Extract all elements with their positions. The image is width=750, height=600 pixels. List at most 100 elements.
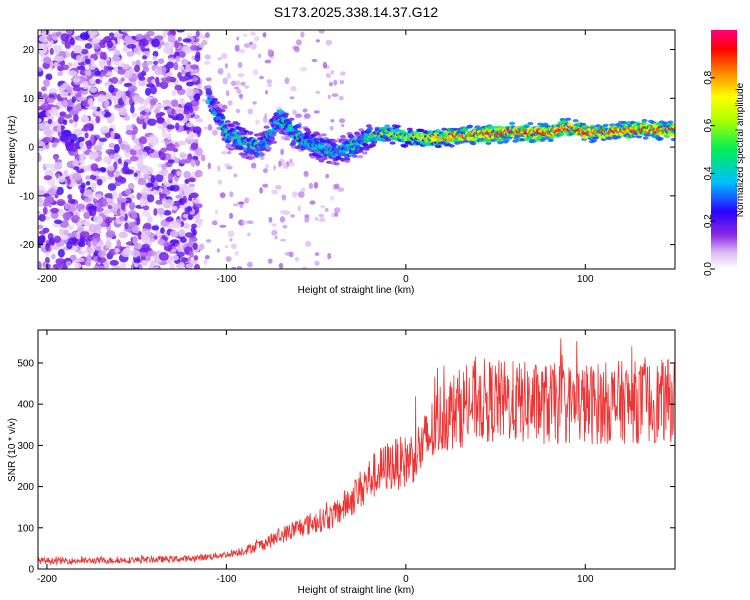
heatmap-cell [45, 242, 50, 252]
colorbar-tick-label: 0.4 [703, 166, 714, 180]
x-tick-label: 100 [577, 574, 594, 585]
heatmap-cell [120, 30, 131, 33]
heatmap-cell [101, 197, 107, 203]
heatmap-cell [181, 58, 189, 65]
heatmap-cell [201, 34, 207, 40]
heatmap-cell [95, 115, 101, 124]
heatmap-cell [237, 201, 245, 205]
heatmap-cell [183, 109, 190, 115]
heatmap-cell [147, 250, 157, 257]
heatmap-cell [42, 206, 48, 215]
heatmap-cell [229, 212, 234, 219]
heatmap-cell [671, 128, 675, 132]
heatmap-cell [305, 240, 312, 247]
heatmap-cell [367, 126, 373, 131]
heatmap-cell [148, 264, 154, 269]
heatmap-cell [145, 87, 151, 96]
heatmap-cell [109, 259, 119, 266]
heatmap-cell [183, 222, 191, 230]
heatmap-cell [156, 207, 165, 215]
heatmap-cell [53, 61, 59, 68]
heatmap-cell [88, 155, 95, 160]
heatmap-cell [206, 239, 212, 243]
heatmap-cell [133, 172, 138, 177]
heatmap-cell [56, 31, 62, 37]
heatmap-cell [126, 44, 137, 49]
heatmap-cell [158, 151, 166, 161]
heatmap-cell [185, 71, 191, 78]
heatmap-cell [361, 151, 368, 155]
heatmap-cell [190, 159, 196, 168]
heatmap-cell [325, 173, 330, 179]
heatmap-cell [161, 163, 167, 170]
heatmap-cell [318, 30, 326, 34]
heatmap-cell [145, 182, 154, 188]
heatmap-cell [129, 155, 139, 162]
heatmap-cell [329, 125, 334, 131]
heatmap-cell [134, 64, 141, 73]
heatmap-cell [305, 130, 312, 135]
heatmap-cell [43, 56, 52, 64]
heatmap-cell [195, 159, 200, 167]
heatmap-cell [156, 117, 165, 124]
heatmap-cell [211, 129, 218, 136]
heatmap-cell [267, 83, 272, 87]
heatmap-cell [147, 215, 153, 223]
heatmap-cell [237, 61, 243, 69]
heatmap-cell [175, 194, 183, 199]
heatmap-cell [62, 212, 72, 221]
heatmap-cell [314, 216, 319, 222]
heatmap-cell [340, 123, 345, 128]
heatmap-cell [290, 85, 297, 92]
heatmap-cell [90, 106, 98, 111]
heatmap-cell [229, 238, 233, 242]
heatmap-cell [203, 126, 209, 130]
heatmap-cell [300, 187, 306, 192]
heatmap-cell [48, 237, 56, 246]
colorbar: 0.0 0.2 0.4 0.6 0.8 Normalized spectral ampl… [703, 30, 746, 276]
heatmap-cell [362, 143, 369, 148]
heatmap-cell [143, 222, 152, 230]
x-tick-label: -200 [37, 574, 57, 585]
heatmap-cell [334, 212, 339, 217]
heatmap-cell [263, 125, 270, 129]
heatmap-cell [238, 48, 246, 54]
heatmap-cell [161, 167, 168, 177]
heatmap-cell [190, 64, 199, 70]
heatmap-cell [221, 104, 228, 110]
heatmap-cell [327, 252, 332, 260]
heatmap-cell [149, 98, 157, 106]
snr-background [38, 330, 675, 569]
heatmap-cell [117, 68, 127, 75]
heatmap-cell [297, 191, 305, 198]
heatmap-cell [320, 205, 326, 209]
heatmap-cell [315, 39, 320, 43]
heatmap-cell [67, 224, 75, 231]
heatmap-cell [284, 137, 291, 141]
heatmap-cell [48, 187, 56, 197]
heatmap-cell [283, 112, 289, 117]
snr-frame [37, 329, 676, 570]
heatmap-cell [72, 246, 78, 252]
x-tick-label: -200 [37, 274, 57, 285]
heatmap-cell [325, 39, 333, 46]
heatmap-cell [167, 34, 176, 43]
heatmap-cell [69, 37, 75, 46]
heatmap-cell [159, 251, 169, 261]
heatmap-cell [434, 129, 441, 133]
heatmap-cell [297, 205, 301, 212]
heatmap-cell [311, 58, 318, 63]
heatmap-cell [309, 200, 316, 205]
heatmap-cell [320, 133, 327, 137]
heatmap-cell [108, 142, 116, 149]
heatmap-cell [38, 112, 47, 118]
heatmap-cell [262, 183, 269, 188]
heatmap-cell [244, 85, 250, 89]
heatmap-cell [272, 223, 277, 227]
heatmap-cell [153, 190, 160, 195]
heatmap-cell [211, 97, 218, 102]
heatmap-cell [136, 217, 141, 225]
y-tick-label: -20 [20, 240, 35, 251]
spectrogram-heatmap [38, 30, 675, 269]
heatmap-cell [150, 175, 156, 184]
